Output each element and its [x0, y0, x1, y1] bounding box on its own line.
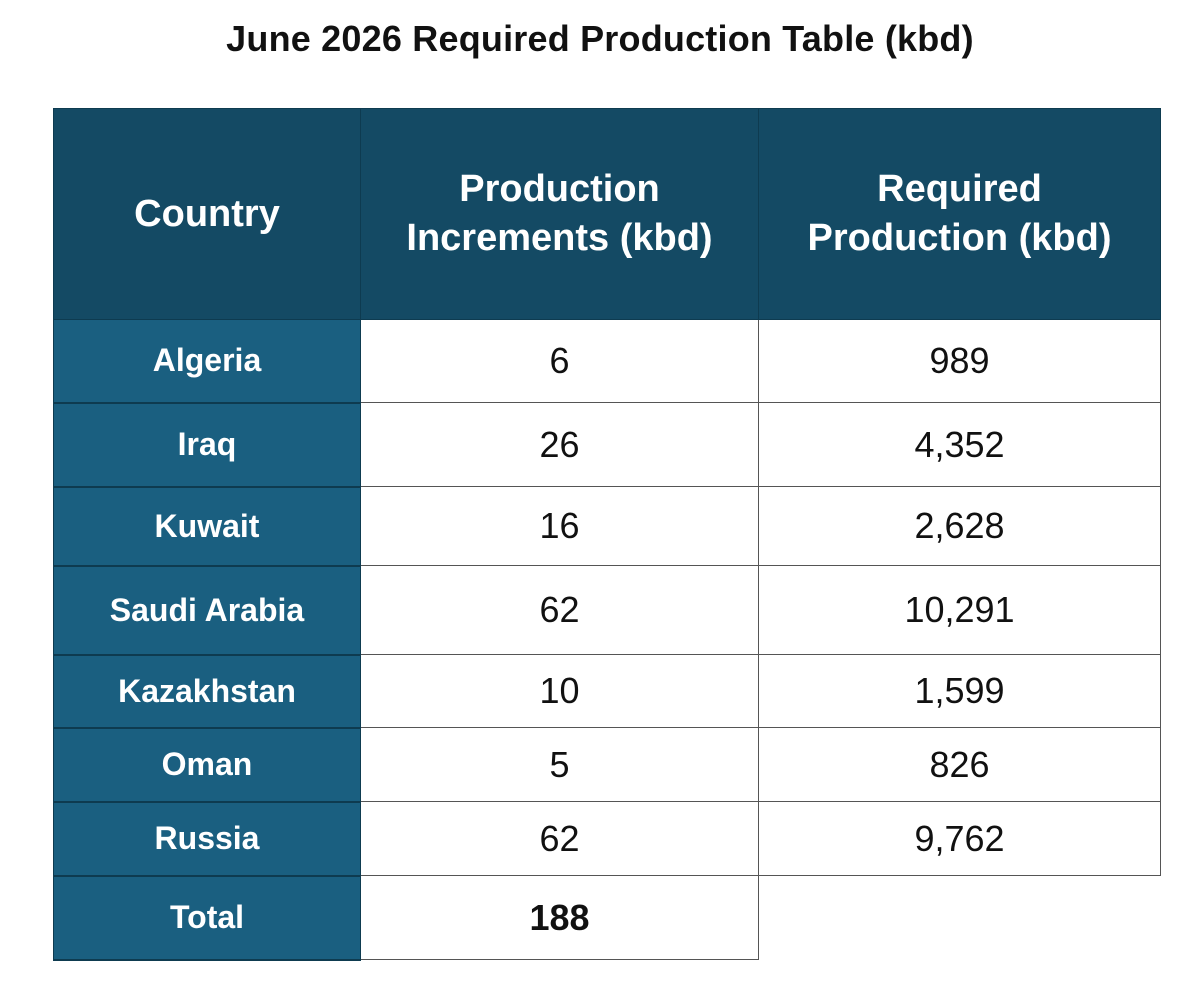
- table-row: Kuwait 16 2,628: [53, 486, 1161, 567]
- table-row: Algeria 6 989: [53, 319, 1161, 404]
- country-cell: Saudi Arabia: [53, 565, 361, 656]
- header-production-increments-line-1: Production: [459, 168, 660, 211]
- required-cell: 2,628: [758, 486, 1161, 566]
- increment-cell: 62: [360, 565, 759, 655]
- empty-cell: [758, 875, 1161, 960]
- increment-cell: 6: [360, 319, 759, 403]
- table-row: Russia 62 9,762: [53, 801, 1161, 877]
- total-label-cell: Total: [53, 875, 361, 961]
- table-row: Iraq 26 4,352: [53, 402, 1161, 488]
- header-country: Country: [53, 108, 361, 320]
- country-cell: Algeria: [53, 319, 361, 404]
- header-country-line: Country: [134, 192, 280, 235]
- table-row: Oman 5 826: [53, 727, 1161, 803]
- header-production-increments: Production Increments (kbd): [360, 108, 759, 320]
- required-cell: 826: [758, 727, 1161, 802]
- table-header-row: Country Production Increments (kbd) Requ…: [53, 108, 1161, 320]
- total-row: Total 188: [53, 875, 1161, 961]
- country-cell: Russia: [53, 801, 361, 877]
- table-row: Kazakhstan 10 1,599: [53, 654, 1161, 729]
- increment-cell: 10: [360, 654, 759, 728]
- required-cell: 4,352: [758, 402, 1161, 487]
- table-row: Saudi Arabia 62 10,291: [53, 565, 1161, 656]
- increment-cell: 16: [360, 486, 759, 566]
- country-cell: Oman: [53, 727, 361, 803]
- increment-cell: 26: [360, 402, 759, 487]
- total-increment-cell: 188: [360, 875, 759, 960]
- header-production-increments-line-2: Increments (kbd): [406, 217, 713, 259]
- increment-cell: 5: [360, 727, 759, 802]
- required-cell: 10,291: [758, 565, 1161, 655]
- required-cell: 1,599: [758, 654, 1161, 728]
- required-cell: 989: [758, 319, 1161, 403]
- header-required-production-line-2: Production (kbd): [807, 217, 1112, 259]
- required-cell: 9,762: [758, 801, 1161, 876]
- header-required-production-line-1: Required: [877, 168, 1042, 211]
- country-cell: Kuwait: [53, 486, 361, 567]
- country-cell: Kazakhstan: [53, 654, 361, 729]
- production-table: Country Production Increments (kbd) Requ…: [53, 108, 1161, 961]
- page-title: June 2026 Required Production Table (kbd…: [226, 18, 974, 59]
- increment-cell: 62: [360, 801, 759, 876]
- header-required-production: Required Production (kbd): [758, 108, 1161, 320]
- country-cell: Iraq: [53, 402, 361, 488]
